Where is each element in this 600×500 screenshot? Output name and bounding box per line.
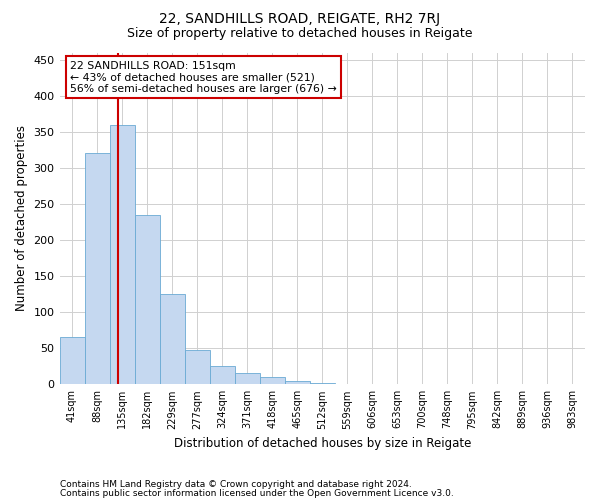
Text: 22, SANDHILLS ROAD, REIGATE, RH2 7RJ: 22, SANDHILLS ROAD, REIGATE, RH2 7RJ <box>160 12 440 26</box>
Bar <box>310 383 335 384</box>
Bar <box>85 154 110 384</box>
Text: 22 SANDHILLS ROAD: 151sqm
← 43% of detached houses are smaller (521)
56% of semi: 22 SANDHILLS ROAD: 151sqm ← 43% of detac… <box>70 61 337 94</box>
Bar <box>185 350 209 384</box>
Y-axis label: Number of detached properties: Number of detached properties <box>15 126 28 312</box>
Text: Size of property relative to detached houses in Reigate: Size of property relative to detached ho… <box>127 28 473 40</box>
Bar <box>134 215 160 384</box>
Bar <box>260 377 285 384</box>
Bar <box>160 294 185 384</box>
Bar <box>209 366 235 384</box>
Bar <box>110 124 134 384</box>
X-axis label: Distribution of detached houses by size in Reigate: Distribution of detached houses by size … <box>173 437 471 450</box>
Bar <box>285 382 310 384</box>
Bar <box>59 338 85 384</box>
Text: Contains HM Land Registry data © Crown copyright and database right 2024.: Contains HM Land Registry data © Crown c… <box>60 480 412 489</box>
Bar <box>235 374 260 384</box>
Text: Contains public sector information licensed under the Open Government Licence v3: Contains public sector information licen… <box>60 489 454 498</box>
